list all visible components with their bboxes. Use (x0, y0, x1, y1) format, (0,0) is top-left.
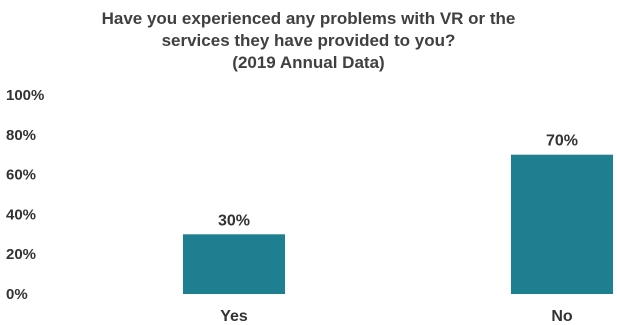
category-label-no: No (551, 308, 573, 325)
data-labels: 30% 70% (218, 133, 578, 230)
y-tick-label: 40% (6, 206, 36, 223)
chart-title-line-2: services they have provided to you? (161, 31, 456, 50)
category-label-yes: Yes (220, 308, 248, 325)
bar-yes (183, 234, 285, 294)
y-axis-ticks: 0% 20% 40% 60% 80% 100% (6, 87, 44, 303)
y-tick-label: 0% (6, 286, 28, 303)
bar-no (511, 154, 613, 294)
data-label-yes: 30% (218, 212, 250, 229)
y-tick-label: 20% (6, 246, 36, 263)
data-label-no: 70% (546, 133, 578, 150)
chart-title-line-1: Have you experienced any problems with V… (101, 9, 516, 28)
y-tick-label: 80% (6, 127, 36, 144)
category-labels: Yes No (220, 308, 573, 325)
y-tick-label: 100% (6, 87, 44, 104)
bars (183, 154, 613, 294)
y-tick-label: 60% (6, 167, 36, 184)
chart-title-line-3: (2019 Annual Data) (232, 53, 385, 72)
chart-title: Have you experienced any problems with V… (0, 8, 617, 74)
